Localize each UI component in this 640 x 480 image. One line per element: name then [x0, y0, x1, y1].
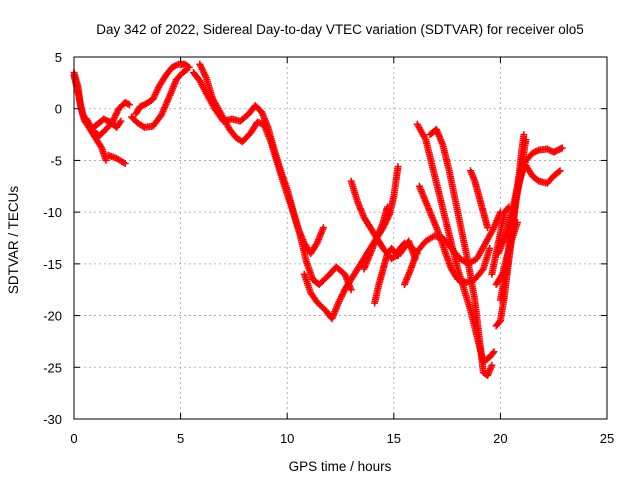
grid-lines [74, 57, 607, 419]
data-point [484, 224, 492, 232]
y-tick-label: -25 [43, 360, 62, 375]
y-tick-label: 0 [55, 102, 62, 117]
x-tick-label: 0 [70, 431, 77, 446]
data-point [185, 63, 193, 71]
data-point [558, 144, 566, 152]
y-tick-label: -10 [43, 205, 62, 220]
y-tick-label: -15 [43, 257, 62, 272]
data-point [490, 348, 498, 356]
y-tick-label: 5 [55, 50, 62, 65]
data-point-fill [498, 272, 506, 280]
data-point-fill [184, 62, 192, 70]
y-tick-label: -30 [43, 412, 62, 427]
x-tick-label: 15 [387, 431, 401, 446]
data-point-fill [555, 168, 563, 176]
data-point [556, 167, 564, 175]
x-tick-label: 25 [600, 431, 614, 446]
data-point [319, 224, 327, 232]
data-point [121, 160, 129, 168]
data-point [125, 101, 133, 109]
data-points [70, 60, 566, 380]
x-axis-label: GPS time / hours [289, 459, 392, 474]
y-tick-label: -20 [43, 309, 62, 324]
data-point [520, 131, 528, 139]
data-point-fill [504, 204, 512, 212]
data-point [394, 163, 402, 171]
chart-title: Day 342 of 2022, Sidereal Day-to-day VTE… [96, 22, 583, 37]
data-point [486, 244, 494, 252]
x-tick-label: 10 [280, 431, 294, 446]
data-point [383, 203, 391, 211]
axis-ticks: 0 5 10 15 20 25 -30 -25 -20 -15 -10 -5 0 5 [43, 50, 614, 446]
data-point-fill [97, 143, 105, 151]
x-tick-label: 20 [493, 431, 507, 446]
data-point [117, 117, 125, 125]
x-tick-label: 5 [177, 431, 184, 446]
data-point [488, 361, 496, 369]
data-point-fill [489, 349, 497, 357]
y-axis-label: SDTVAR / TECUs [6, 186, 21, 295]
data-point [102, 156, 110, 164]
plot-frame [73, 56, 608, 420]
y-tick-label: -5 [50, 153, 62, 168]
data-point [347, 286, 355, 294]
data-point-fill [116, 119, 124, 127]
data-point-fill [495, 318, 503, 326]
data-point [513, 218, 521, 226]
